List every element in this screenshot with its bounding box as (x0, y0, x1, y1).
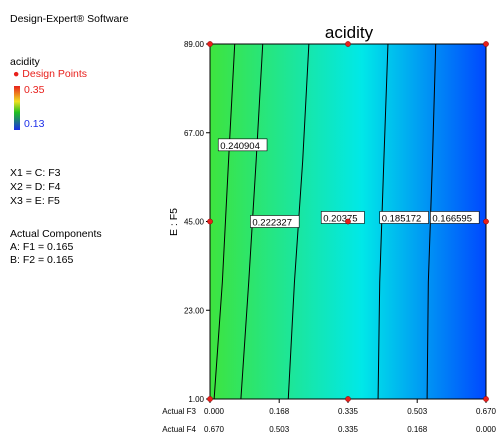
x-tick-label-f3: 0.000 (204, 407, 225, 416)
contour-label-box (379, 211, 429, 224)
design-point (345, 41, 351, 47)
contour-label: 0.185172 (382, 213, 422, 224)
y-tick-label: 23.00 (184, 306, 205, 315)
design-point (483, 396, 489, 402)
x-tick-label-f4: 0.168 (407, 425, 428, 434)
design-point (207, 218, 213, 225)
factor-x1: X1 = C: F3 (10, 167, 61, 179)
design-points (207, 41, 489, 402)
y-tick-label: 89.00 (184, 40, 205, 49)
design-points-label: Design Points (22, 68, 88, 80)
design-points-legend: ● Design Points (13, 68, 87, 80)
x-tick-label-f3: 0.335 (338, 407, 359, 416)
contour-line (213, 43, 236, 400)
x-row1-label: Actual F3 (162, 407, 196, 416)
design-point (207, 41, 213, 47)
component-b: B: F2 = 0.165 (10, 254, 74, 266)
chart-title: acidity (325, 23, 374, 42)
x-tick-label-f3: 0.168 (269, 407, 290, 416)
y-tick-label: 67.00 (184, 129, 205, 138)
contour-lines: 0.240904 0.222327 0.20375 0.185172 0.166595 (213, 43, 480, 400)
factor-x2: X2 = D: F4 (10, 181, 61, 193)
design-point-icon: ● (13, 68, 20, 80)
x-tick-label-f4: 0.335 (338, 425, 359, 434)
software-name: Design-Expert® Software (10, 13, 129, 25)
contour-label-box (217, 138, 268, 152)
design-point (345, 396, 351, 402)
x-row2-label: Actual F4 (162, 425, 196, 434)
legend-color-bar (14, 86, 20, 130)
contour-label-box (430, 211, 480, 224)
contour-label: 0.166595 (432, 213, 472, 224)
design-point (483, 218, 489, 225)
x-tick-label-f3: 0.503 (407, 407, 428, 416)
response-name: acidity (10, 56, 40, 68)
contour-label-box (250, 215, 300, 228)
legend-high-value: 0.35 (24, 84, 45, 96)
contour-label: 0.20375 (323, 213, 357, 224)
component-a: A: F1 = 0.165 (10, 241, 74, 253)
legend-low-value: 0.13 (24, 118, 45, 130)
axis-ticks: 1.00 23.00 45.00 67.00 89.00 0.000 0.670 0.168 0… (162, 40, 496, 434)
y-axis-label: E : F5 (168, 208, 180, 236)
x-tick-label-f3: 0.670 (476, 407, 497, 416)
factor-x3: X3 = E: F5 (10, 195, 60, 207)
contour-label: 0.222327 (252, 218, 292, 229)
design-point (483, 41, 489, 47)
contour-label-box (320, 211, 365, 224)
y-tick-label: 1.00 (188, 395, 204, 404)
x-tick-label-f4: 0.670 (204, 425, 225, 434)
actual-components-title: Actual Components (10, 228, 102, 240)
design-point (207, 396, 213, 402)
contour-label: 0.240904 (220, 141, 260, 152)
design-point (345, 218, 351, 225)
y-tick-label: 45.00 (184, 218, 205, 227)
x-tick-label-f4: 0.000 (476, 425, 497, 434)
x-tick-label-f4: 0.503 (269, 425, 290, 434)
